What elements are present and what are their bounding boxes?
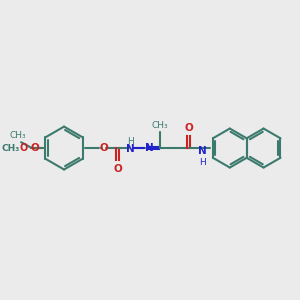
Text: O: O xyxy=(113,164,122,174)
Text: CH₃: CH₃ xyxy=(151,122,168,130)
Text: H: H xyxy=(199,158,206,167)
Text: N: N xyxy=(126,144,135,154)
Text: O: O xyxy=(184,123,193,134)
Text: O: O xyxy=(100,143,108,153)
Text: O: O xyxy=(30,143,39,153)
Text: O: O xyxy=(20,143,28,153)
Text: N: N xyxy=(145,143,154,153)
Text: CH₃: CH₃ xyxy=(10,131,26,140)
Text: H: H xyxy=(127,137,134,146)
Text: CH₃: CH₃ xyxy=(2,143,20,152)
Text: N: N xyxy=(198,146,207,156)
